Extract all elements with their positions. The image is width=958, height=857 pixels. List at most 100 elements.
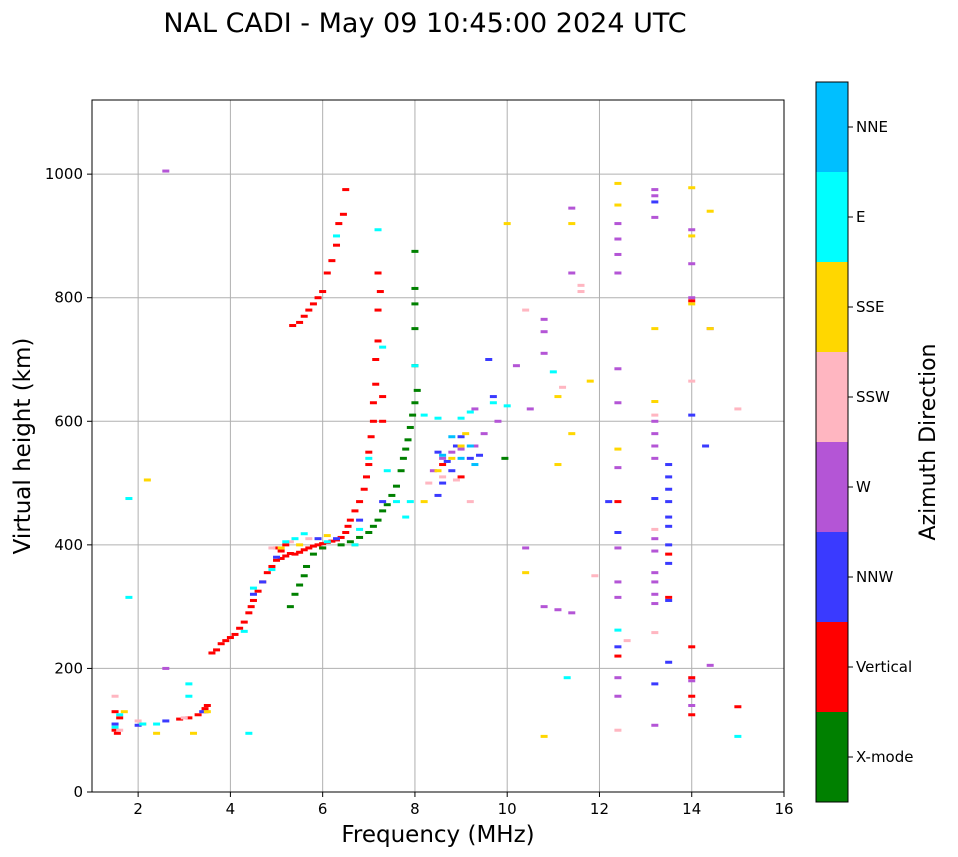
data-point-vertical (688, 645, 696, 649)
data-point-x-mode (296, 583, 304, 587)
colorbar-segment (816, 172, 848, 262)
data-point-vertical (688, 676, 696, 680)
x-axis-ticks: 2 4 6 8 10 12 14 16 (133, 792, 794, 818)
data-point-nnw (379, 500, 387, 504)
data-point-vertical (113, 731, 121, 735)
x-tick-label: 8 (410, 800, 420, 818)
data-point-sse (120, 710, 128, 714)
data-point-w (706, 663, 714, 667)
data-point-w (688, 262, 696, 266)
data-point-x-mode (388, 493, 396, 497)
data-point-e (549, 370, 557, 374)
data-point-e (139, 722, 147, 726)
data-point-ssw (134, 719, 142, 723)
data-point-x-mode (286, 605, 294, 609)
data-point-ssw (305, 537, 313, 541)
data-point-sse (277, 546, 285, 550)
data-point-vertical (194, 713, 202, 717)
colorbar-segment (816, 712, 848, 802)
data-point-vertical (367, 435, 375, 439)
data-point-w (448, 450, 456, 454)
data-point-ssw (559, 385, 567, 389)
data-point-ssw (577, 283, 585, 287)
data-point-x-mode (300, 574, 308, 578)
data-point-ssw (466, 500, 474, 504)
data-point-w (651, 571, 659, 575)
data-point-vertical (282, 554, 290, 558)
plot-frame (91, 99, 785, 793)
data-point-sse (296, 543, 304, 547)
data-point-w (522, 546, 530, 550)
data-point-e (392, 500, 400, 504)
data-point-vertical (300, 548, 308, 552)
data-point-sse (614, 203, 622, 207)
data-point-x-mode (409, 413, 417, 417)
data-point-w (651, 194, 659, 198)
data-point-vertical (247, 605, 255, 609)
data-point-w (526, 407, 534, 411)
data-point-nnw (665, 561, 673, 565)
data-point-vertical (379, 395, 387, 399)
data-point-vertical (305, 308, 313, 312)
data-point-w (614, 252, 622, 256)
data-point-ssw (614, 728, 622, 732)
data-point-nnw (651, 497, 659, 501)
data-point-nnw (111, 722, 119, 726)
data-point-e (125, 595, 133, 599)
data-point-vertical (688, 299, 696, 303)
data-point-vertical (369, 401, 377, 405)
data-point-ssw (111, 694, 119, 698)
data-point-e (116, 713, 124, 717)
y-axis-ticks: 0 200 400 600 800 1000 (45, 165, 92, 801)
data-points (111, 169, 742, 738)
data-point-vertical (111, 728, 119, 732)
data-point-ssw (116, 728, 124, 732)
data-point-ssw (577, 290, 585, 294)
data-point-ssw (268, 546, 276, 550)
data-point-w (614, 694, 622, 698)
data-point-w (429, 469, 437, 473)
data-point-nnw (434, 450, 442, 454)
data-point-x-mode (309, 552, 317, 556)
data-point-vertical (328, 539, 336, 543)
data-point-vertical (319, 542, 327, 546)
data-point-sse (688, 186, 696, 190)
data-point-x-mode (319, 546, 327, 550)
data-point-nnw (356, 518, 364, 522)
data-point-sse (323, 534, 331, 538)
colorbar-tick-label: NNE (856, 118, 888, 136)
y-tick-label: 200 (54, 659, 83, 677)
data-point-sse (457, 444, 465, 448)
colorbar-frame (815, 81, 849, 803)
data-point-ssw (688, 379, 696, 383)
data-point-vertical (323, 271, 331, 275)
data-point-w (162, 169, 170, 173)
data-point-sse (153, 731, 161, 735)
data-point-sse (651, 400, 659, 404)
data-point-w (688, 296, 696, 300)
data-point-ssw (651, 527, 659, 531)
data-point-sse (614, 181, 622, 185)
data-point-w (688, 228, 696, 232)
data-point-vertical (374, 271, 382, 275)
data-point-vertical (379, 419, 387, 423)
data-point-e (185, 694, 193, 698)
data-point-w (540, 605, 548, 609)
data-point-w (651, 602, 659, 606)
colorbar-tick-label: SSE (856, 298, 885, 316)
data-point-sse (540, 734, 548, 738)
data-point-sse (586, 379, 594, 383)
data-point-vertical (176, 717, 184, 721)
data-point-w (651, 537, 659, 541)
data-point-vertical (277, 556, 285, 560)
data-point-nnw (665, 475, 673, 479)
data-point-e (383, 469, 391, 473)
data-point-vertical (236, 626, 244, 630)
data-point-vertical (217, 642, 225, 646)
data-point-nne (466, 444, 474, 448)
data-point-ssw (591, 574, 599, 578)
data-point-x-mode (392, 484, 400, 488)
data-point-w (688, 679, 696, 683)
data-point-w (439, 456, 447, 460)
data-point-w (651, 723, 659, 727)
